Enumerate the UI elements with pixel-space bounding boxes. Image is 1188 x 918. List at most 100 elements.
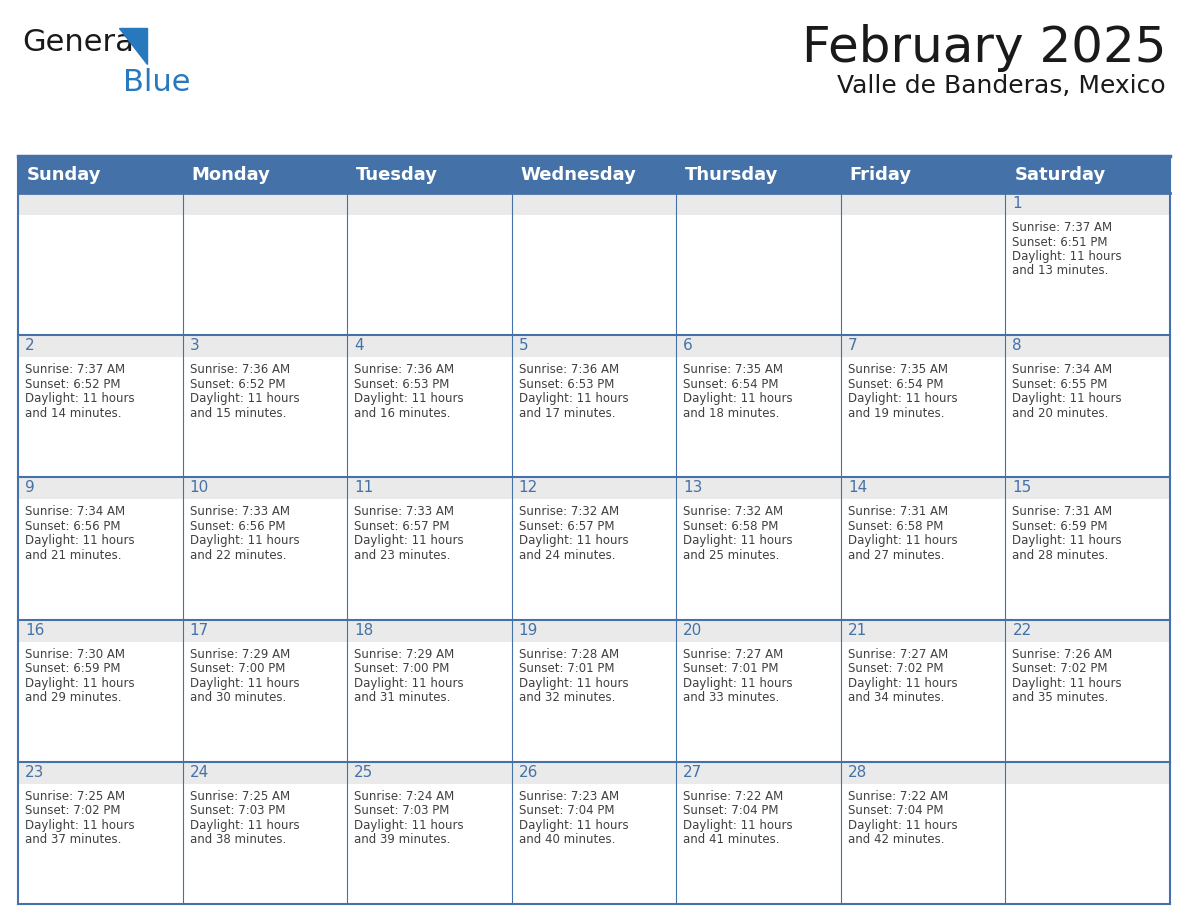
Text: Sunrise: 7:36 AM: Sunrise: 7:36 AM bbox=[190, 364, 290, 376]
Text: Sunrise: 7:36 AM: Sunrise: 7:36 AM bbox=[354, 364, 454, 376]
Text: Sunrise: 7:28 AM: Sunrise: 7:28 AM bbox=[519, 647, 619, 661]
Bar bbox=[841, 158, 1005, 193]
Text: Sunset: 6:58 PM: Sunset: 6:58 PM bbox=[683, 520, 778, 533]
Text: Sunset: 7:03 PM: Sunset: 7:03 PM bbox=[190, 804, 285, 817]
Text: 19: 19 bbox=[519, 622, 538, 638]
Bar bbox=[183, 762, 347, 904]
Bar bbox=[512, 335, 676, 477]
Text: Sunset: 6:55 PM: Sunset: 6:55 PM bbox=[1012, 377, 1107, 391]
Bar bbox=[676, 620, 841, 642]
Text: 21: 21 bbox=[848, 622, 867, 638]
Text: Sunset: 6:56 PM: Sunset: 6:56 PM bbox=[190, 520, 285, 533]
Text: Sunrise: 7:33 AM: Sunrise: 7:33 AM bbox=[354, 506, 454, 519]
Text: Sunrise: 7:35 AM: Sunrise: 7:35 AM bbox=[683, 364, 783, 376]
Text: Sunrise: 7:34 AM: Sunrise: 7:34 AM bbox=[25, 506, 125, 519]
Text: Sunrise: 7:24 AM: Sunrise: 7:24 AM bbox=[354, 789, 454, 803]
Bar bbox=[347, 335, 512, 357]
Text: Sunrise: 7:31 AM: Sunrise: 7:31 AM bbox=[1012, 506, 1112, 519]
Bar bbox=[676, 477, 841, 499]
Text: Daylight: 11 hours: Daylight: 11 hours bbox=[683, 677, 792, 689]
Bar bbox=[18, 158, 183, 193]
Bar bbox=[1005, 762, 1170, 904]
Text: Daylight: 11 hours: Daylight: 11 hours bbox=[848, 392, 958, 405]
Text: Sunday: Sunday bbox=[27, 166, 101, 185]
Text: Sunset: 7:00 PM: Sunset: 7:00 PM bbox=[354, 662, 449, 675]
Text: Sunrise: 7:37 AM: Sunrise: 7:37 AM bbox=[1012, 221, 1112, 234]
Text: Daylight: 11 hours: Daylight: 11 hours bbox=[190, 392, 299, 405]
Text: 20: 20 bbox=[683, 622, 702, 638]
Text: and 38 minutes.: and 38 minutes. bbox=[190, 834, 286, 846]
Bar bbox=[18, 620, 183, 642]
Text: Daylight: 11 hours: Daylight: 11 hours bbox=[190, 819, 299, 832]
Bar bbox=[347, 193, 512, 335]
Text: Daylight: 11 hours: Daylight: 11 hours bbox=[25, 392, 134, 405]
Text: 22: 22 bbox=[1012, 622, 1031, 638]
Bar bbox=[1005, 193, 1170, 335]
Text: Sunrise: 7:29 AM: Sunrise: 7:29 AM bbox=[190, 647, 290, 661]
Bar bbox=[841, 477, 1005, 499]
Text: Daylight: 11 hours: Daylight: 11 hours bbox=[848, 677, 958, 689]
Bar bbox=[347, 477, 512, 499]
Text: Sunrise: 7:22 AM: Sunrise: 7:22 AM bbox=[683, 789, 784, 803]
Text: Friday: Friday bbox=[849, 166, 912, 185]
Bar bbox=[1005, 620, 1170, 762]
Bar bbox=[347, 620, 512, 762]
Text: and 30 minutes.: and 30 minutes. bbox=[190, 691, 286, 704]
Text: Sunset: 7:02 PM: Sunset: 7:02 PM bbox=[848, 662, 943, 675]
Text: and 25 minutes.: and 25 minutes. bbox=[683, 549, 779, 562]
Bar bbox=[676, 762, 841, 904]
Bar bbox=[841, 193, 1005, 335]
Bar bbox=[183, 193, 347, 215]
Text: Sunrise: 7:30 AM: Sunrise: 7:30 AM bbox=[25, 647, 125, 661]
Text: Daylight: 11 hours: Daylight: 11 hours bbox=[848, 819, 958, 832]
Text: 9: 9 bbox=[25, 480, 34, 496]
Text: 15: 15 bbox=[1012, 480, 1031, 496]
Text: Daylight: 11 hours: Daylight: 11 hours bbox=[25, 677, 134, 689]
Text: Sunset: 6:58 PM: Sunset: 6:58 PM bbox=[848, 520, 943, 533]
Text: Sunrise: 7:25 AM: Sunrise: 7:25 AM bbox=[25, 789, 125, 803]
Text: and 15 minutes.: and 15 minutes. bbox=[190, 407, 286, 420]
Bar bbox=[18, 335, 183, 357]
Text: Sunrise: 7:22 AM: Sunrise: 7:22 AM bbox=[848, 789, 948, 803]
Bar bbox=[512, 620, 676, 762]
Bar bbox=[676, 335, 841, 477]
Text: Daylight: 11 hours: Daylight: 11 hours bbox=[519, 534, 628, 547]
Text: 18: 18 bbox=[354, 622, 373, 638]
Text: Tuesday: Tuesday bbox=[356, 166, 438, 185]
Text: Sunset: 6:51 PM: Sunset: 6:51 PM bbox=[1012, 236, 1108, 249]
Text: Sunset: 6:57 PM: Sunset: 6:57 PM bbox=[354, 520, 449, 533]
Text: Daylight: 11 hours: Daylight: 11 hours bbox=[1012, 392, 1121, 405]
Text: and 33 minutes.: and 33 minutes. bbox=[683, 691, 779, 704]
Text: Sunset: 6:52 PM: Sunset: 6:52 PM bbox=[190, 377, 285, 391]
Bar bbox=[18, 477, 183, 620]
Text: Daylight: 11 hours: Daylight: 11 hours bbox=[683, 392, 792, 405]
Bar bbox=[183, 477, 347, 620]
Bar bbox=[676, 620, 841, 762]
Text: Thursday: Thursday bbox=[685, 166, 778, 185]
Text: and 29 minutes.: and 29 minutes. bbox=[25, 691, 121, 704]
Text: Daylight: 11 hours: Daylight: 11 hours bbox=[848, 534, 958, 547]
Bar bbox=[1005, 762, 1170, 784]
Bar bbox=[841, 762, 1005, 904]
Bar bbox=[18, 762, 183, 784]
Text: Sunset: 7:04 PM: Sunset: 7:04 PM bbox=[519, 804, 614, 817]
Text: Daylight: 11 hours: Daylight: 11 hours bbox=[1012, 534, 1121, 547]
Bar bbox=[676, 477, 841, 620]
Bar bbox=[347, 620, 512, 642]
Text: 2: 2 bbox=[25, 338, 34, 353]
Text: Daylight: 11 hours: Daylight: 11 hours bbox=[519, 677, 628, 689]
Text: Sunset: 6:53 PM: Sunset: 6:53 PM bbox=[519, 377, 614, 391]
Bar bbox=[841, 193, 1005, 215]
Text: 8: 8 bbox=[1012, 338, 1022, 353]
Text: Sunset: 7:00 PM: Sunset: 7:00 PM bbox=[190, 662, 285, 675]
Bar bbox=[841, 477, 1005, 620]
Bar bbox=[512, 193, 676, 215]
Text: and 19 minutes.: and 19 minutes. bbox=[848, 407, 944, 420]
Bar bbox=[183, 193, 347, 335]
Bar bbox=[512, 335, 676, 357]
Text: Daylight: 11 hours: Daylight: 11 hours bbox=[683, 819, 792, 832]
Text: 14: 14 bbox=[848, 480, 867, 496]
Text: Sunrise: 7:25 AM: Sunrise: 7:25 AM bbox=[190, 789, 290, 803]
Text: Sunset: 6:52 PM: Sunset: 6:52 PM bbox=[25, 377, 120, 391]
Bar bbox=[183, 620, 347, 762]
